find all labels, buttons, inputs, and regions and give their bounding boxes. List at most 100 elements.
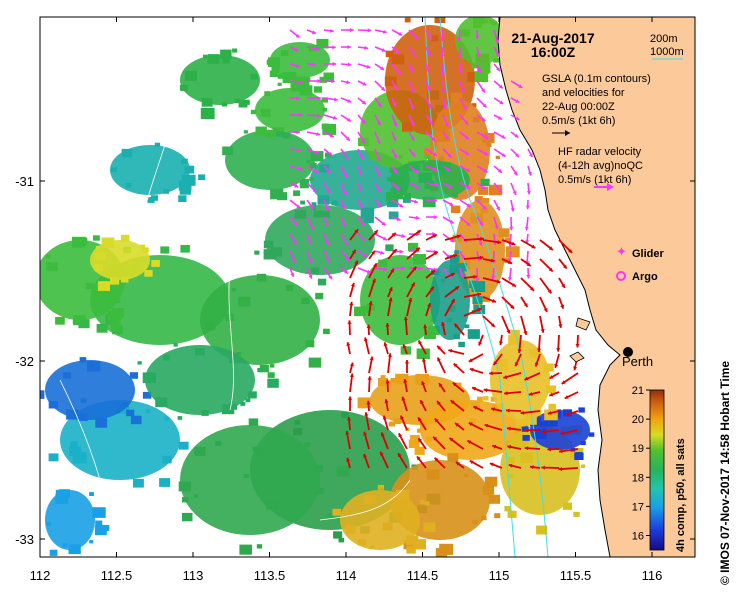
current-velocity-arrow — [421, 381, 427, 393]
hf-velocity-arrow — [476, 182, 487, 191]
argo-label: Argo — [632, 271, 658, 283]
current-velocity-arrow — [421, 357, 427, 374]
current-velocity-arrow — [425, 286, 435, 298]
current-velocity-arrow — [539, 239, 554, 251]
current-velocity-arrow — [490, 407, 503, 412]
hf-velocity-arrow — [425, 114, 434, 125]
hf-velocity-arrow — [391, 80, 399, 92]
current-velocity-arrow — [539, 258, 554, 273]
current-velocity-arrow — [347, 320, 352, 336]
hf-velocity-arrow — [306, 182, 317, 193]
hf-velocity-arrow — [508, 250, 513, 262]
hf-velocity-arrow — [340, 182, 347, 196]
current-velocity-arrow — [425, 302, 431, 317]
hf-velocity-arrow — [374, 250, 385, 255]
coastline — [497, 17, 621, 557]
hf-velocity-arrow — [323, 79, 335, 84]
argo-marker-icon — [616, 271, 626, 281]
hf-velocity-arrow — [491, 267, 496, 280]
x-tick-label: 114 — [336, 568, 357, 583]
current-velocity-arrow — [402, 343, 408, 355]
current-velocity-arrow — [387, 353, 392, 374]
current-velocity-arrow — [368, 278, 376, 298]
current-velocity-arrow — [349, 362, 354, 374]
current-velocity-arrow — [444, 272, 456, 279]
current-velocity-arrow — [448, 437, 465, 450]
x-axis: 112 112.5 113 113.5 114 114.5 115 115.5 116 — [30, 17, 662, 583]
hf-velocity-arrow — [289, 80, 303, 85]
hf-velocity-arrow — [374, 233, 388, 241]
current-velocity-arrow — [346, 342, 351, 355]
map-time: 16:00Z — [531, 44, 576, 60]
sst-patch — [483, 329, 558, 427]
hf-velocity-arrow — [340, 250, 351, 262]
current-velocity-arrow — [482, 239, 502, 245]
hf-velocity-arrow — [475, 29, 480, 40]
sst-field — [40, 17, 595, 557]
hf-velocity-arrow — [340, 62, 352, 67]
current-velocity-arrow — [346, 457, 351, 469]
hf-note-line: HF radar velocity — [558, 146, 642, 158]
current-velocity-arrow — [520, 277, 535, 292]
y-tick-label: -33 — [15, 532, 34, 547]
current-velocity-arrow — [463, 274, 478, 279]
hf-velocity-arrow — [323, 267, 333, 280]
current-velocity-arrow — [471, 386, 484, 393]
hf-velocity-arrow — [476, 148, 489, 156]
gsla-note-line: 22-Aug 00:00Z — [542, 101, 615, 113]
hf-velocity-arrow — [357, 45, 369, 50]
current-velocity-arrow — [560, 429, 579, 436]
x-tick-label: 115.5 — [560, 568, 592, 583]
hf-velocity-arrow — [425, 29, 433, 40]
hf-velocity-arrow — [408, 80, 415, 94]
hf-velocity-arrow — [459, 250, 466, 260]
hf-velocity-arrow — [442, 165, 451, 173]
current-velocity-arrow — [482, 315, 496, 328]
hf-velocity-arrow — [306, 113, 321, 118]
current-velocity-arrow — [489, 371, 503, 376]
glider-label: Glider — [632, 248, 665, 260]
current-velocity-arrow — [436, 400, 446, 412]
depth-legend-1000m: 1000m — [650, 46, 684, 58]
hf-velocity-arrow — [391, 46, 401, 54]
current-velocity-arrow — [347, 416, 352, 431]
current-velocity-arrow — [558, 296, 565, 310]
current-velocity-arrow — [554, 353, 560, 369]
current-velocity-arrow — [520, 296, 529, 308]
current-velocity-arrow — [558, 448, 579, 454]
hf-velocity-arrow — [323, 148, 333, 157]
hf-velocity-arrow — [374, 114, 382, 126]
hf-velocity-arrow — [510, 131, 519, 139]
hf-velocity-arrow — [476, 131, 489, 140]
current-velocity-arrow — [501, 315, 511, 334]
hf-velocity-arrow — [289, 267, 295, 278]
colorbar-tick-label: 19 — [632, 443, 644, 455]
hf-velocity-arrow — [510, 148, 520, 158]
hf-velocity-arrow — [457, 46, 462, 59]
hf-velocity-arrow — [289, 233, 298, 246]
hf-velocity-arrow — [374, 267, 388, 272]
plot-frame — [39, 16, 696, 558]
hf-velocity-arrow — [289, 216, 298, 226]
current-velocity-arrow — [345, 430, 351, 450]
current-velocity-arrow — [403, 316, 408, 336]
current-velocity-arrow — [463, 255, 484, 260]
hf-velocity-arrow — [442, 148, 452, 158]
hf-velocity-arrow — [391, 29, 403, 37]
current-velocity-arrow — [366, 400, 371, 412]
land-mass — [498, 17, 695, 557]
hf-velocity-arrow — [306, 216, 315, 230]
hf-velocity-arrow — [374, 131, 381, 145]
hf-velocity-arrow — [459, 114, 469, 126]
hf-velocity-arrow — [306, 62, 317, 67]
current-velocity-arrow — [444, 285, 460, 298]
hf-velocity-arrow — [493, 114, 503, 121]
hf-velocity-arrow — [440, 46, 445, 59]
hf-velocity-arrow — [493, 29, 500, 44]
hf-velocity-arrow — [509, 216, 514, 231]
current-velocity-arrow — [520, 239, 536, 249]
hf-velocity-arrow — [357, 148, 364, 160]
current-velocity-arrow — [541, 429, 560, 434]
current-velocity-arrow — [520, 410, 541, 415]
colorbar-ticks: 21 20 19 18 17 16 — [632, 385, 650, 543]
